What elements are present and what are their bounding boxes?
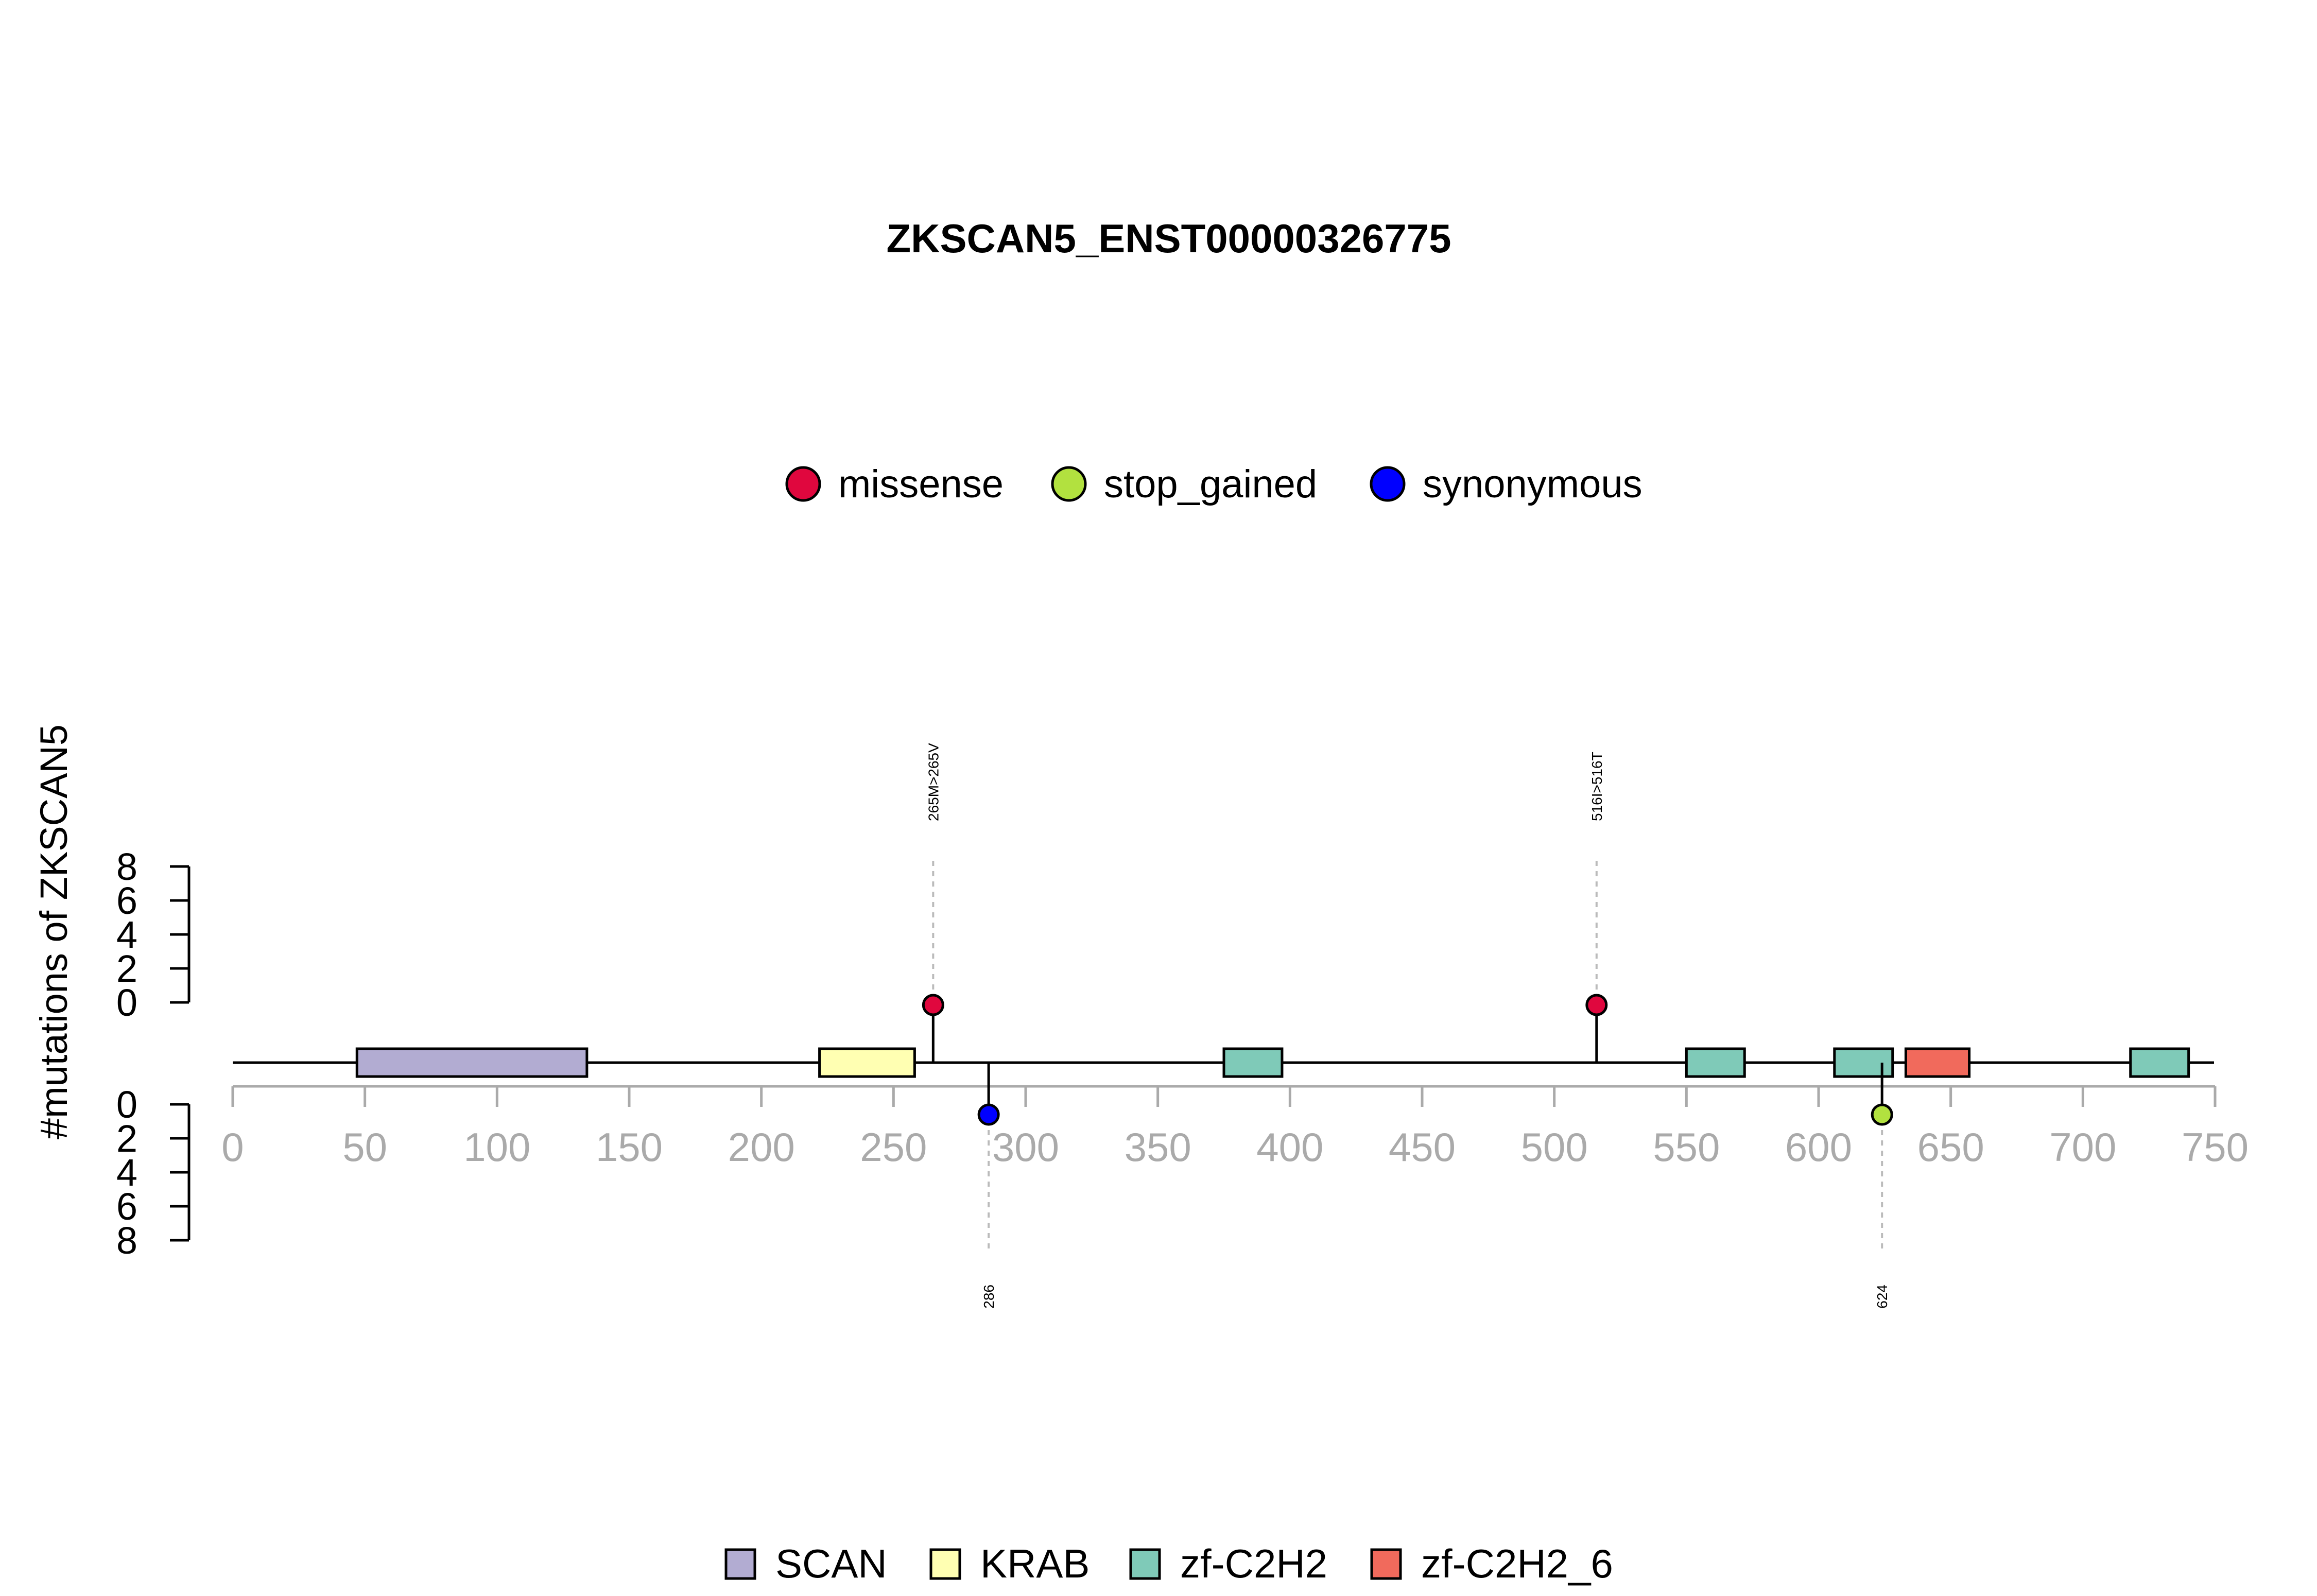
chart-title: ZKSCAN5_ENST00000326775 xyxy=(887,216,1451,261)
x-axis: 0 50 100 150 200 250 300 350 400 450 500 550 600 650 7… xyxy=(221,1085,2249,1170)
x-tick-label: 450 xyxy=(1389,1124,1456,1170)
legend-swatch-zf-C2H2 xyxy=(1129,1548,1161,1580)
mutation-point-missense xyxy=(1585,994,1608,1016)
mutation-lollipops: 265M>265V 516I>516T 286 624 xyxy=(922,743,1893,1309)
domain-zf-C2H2 xyxy=(1222,1047,1284,1078)
x-tick-label: 350 xyxy=(1125,1124,1191,1170)
legend-label-SCAN: SCAN xyxy=(775,1541,887,1586)
mutation-point-synonymous xyxy=(977,1103,1000,1126)
upper-tick-label: 4 xyxy=(116,913,137,956)
protein-domains xyxy=(355,1047,2190,1078)
domain-KRAB xyxy=(818,1047,916,1078)
x-tick-label: 550 xyxy=(1653,1124,1720,1170)
x-tick-label: 100 xyxy=(463,1124,530,1170)
legend-marker-stop_gained xyxy=(1051,466,1087,502)
legend-marker-missense xyxy=(785,466,821,502)
domain-legend: SCAN KRAB zf-C2H2 zf-C2H2_6 xyxy=(724,1541,1613,1586)
x-tick-label: 50 xyxy=(342,1124,387,1170)
x-tick-label: 250 xyxy=(860,1124,927,1170)
lower-tick-label: 4 xyxy=(116,1151,137,1194)
upper-tick-label: 6 xyxy=(116,879,137,922)
upper-tick-label: 8 xyxy=(116,845,137,888)
domain-SCAN xyxy=(355,1047,589,1078)
lower-tick-label: 6 xyxy=(116,1185,137,1228)
x-tick-label: 400 xyxy=(1256,1124,1323,1170)
mutation-point-stop_gained xyxy=(1871,1103,1893,1126)
legend-label-zf-C2H2: zf-C2H2 xyxy=(1180,1541,1327,1586)
domain-zf-C2H2 xyxy=(2129,1047,2190,1078)
mutation-label: 265M>265V xyxy=(925,743,941,821)
domain-zf-C2H2_6 xyxy=(1904,1047,1971,1078)
legend-label-KRAB: KRAB xyxy=(980,1541,1090,1586)
y-axis-label: #mutations of ZKSCAN5 xyxy=(32,724,75,1139)
upper-tick-label: 0 xyxy=(116,981,137,1024)
legend-marker-synonymous xyxy=(1370,466,1406,502)
lower-tick-label: 2 xyxy=(116,1117,137,1160)
mutation-label: 286 xyxy=(981,1285,997,1309)
domain-zf-C2H2 xyxy=(1685,1047,1746,1078)
legend-swatch-zf-C2H2_6 xyxy=(1370,1548,1402,1580)
upper-tick-label: 2 xyxy=(116,947,137,990)
lower-tick-label: 0 xyxy=(116,1083,137,1126)
x-tick-label: 300 xyxy=(992,1124,1059,1170)
legend-label-synonymous: synonymous xyxy=(1423,462,1642,506)
legend-label-missense: missense xyxy=(838,462,1004,506)
lower-tick-label: 8 xyxy=(116,1219,137,1262)
x-tick-label: 700 xyxy=(2049,1124,2116,1170)
legend-swatch-KRAB xyxy=(929,1548,961,1580)
x-tick-label: 750 xyxy=(2182,1124,2249,1170)
legend-label-stop_gained: stop_gained xyxy=(1104,462,1317,506)
legend-label-zf-C2H2_6: zf-C2H2_6 xyxy=(1421,1541,1613,1586)
x-tick-label: 600 xyxy=(1785,1124,1852,1170)
x-tick-label: 500 xyxy=(1521,1124,1588,1170)
mutation-label: 624 xyxy=(1874,1285,1890,1309)
x-tick-label: 150 xyxy=(596,1124,663,1170)
x-tick-label: 650 xyxy=(1917,1124,1984,1170)
domain-zf-C2H2 xyxy=(1833,1047,1894,1078)
mutation-label: 516I>516T xyxy=(1589,752,1605,821)
mutation-point-missense xyxy=(922,994,944,1016)
x-tick-label: 0 xyxy=(221,1124,244,1170)
mutation-type-legend: missense stop_gained synonymous xyxy=(785,462,1642,506)
legend-swatch-SCAN xyxy=(724,1548,756,1580)
x-tick-label: 200 xyxy=(728,1124,795,1170)
